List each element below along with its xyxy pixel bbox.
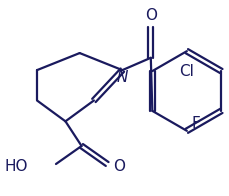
Text: O: O <box>145 8 157 23</box>
Text: Cl: Cl <box>179 64 194 79</box>
Text: F: F <box>192 116 200 131</box>
Text: HO: HO <box>4 159 27 174</box>
Text: O: O <box>113 159 125 174</box>
Text: N: N <box>117 70 128 85</box>
